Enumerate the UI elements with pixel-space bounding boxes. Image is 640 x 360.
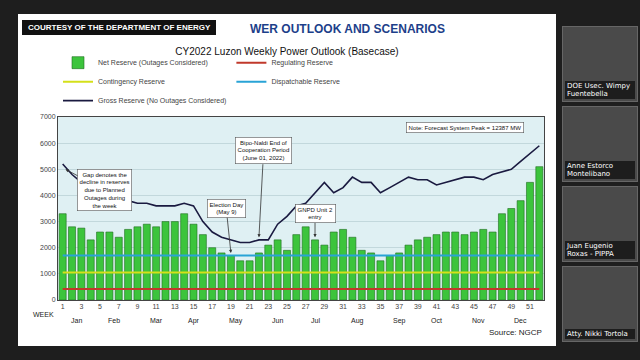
html-text:COURTESY OF THE DEPARTMENT OF: COURTESY OF THE DEPARTMENT OF ENERGY [28,23,211,32]
svg-text:23: 23 [264,303,272,310]
svg-text:Aug: Aug [351,317,364,325]
html-text:DOE Usec. Wimpy Fuentebella: DOE Usec. Wimpy Fuentebella [567,82,630,98]
svg-text:5: 5 [98,303,102,310]
svg-text:Net Reserve (Outages Considere: Net Reserve (Outages Considered) [98,59,208,67]
svg-text:7: 7 [117,303,121,310]
svg-text:15: 15 [190,303,198,310]
svg-text:Contingency Reserve: Contingency Reserve [98,78,165,86]
svg-text:GNPD Unit 2entry: GNPD Unit 2entry [298,207,333,221]
svg-text:6000: 6000 [40,140,56,147]
svg-text:Dec: Dec [514,317,527,324]
svg-text:Sep: Sep [393,317,406,325]
svg-text:4000: 4000 [40,192,56,199]
svg-text:11: 11 [152,303,159,310]
svg-text:5000: 5000 [40,166,56,173]
svg-text:Regulating Reserve: Regulating Reserve [271,59,333,67]
svg-text:45: 45 [470,303,478,310]
svg-text:Jun: Jun [272,317,283,324]
svg-text:9: 9 [135,303,139,310]
html-text:WER OUTLOOK AND SCENARIOS: WER OUTLOOK AND SCENARIOS [250,22,445,36]
svg-text:13: 13 [171,303,179,310]
svg-text:1000: 1000 [40,270,56,277]
svg-text:21: 21 [246,303,254,310]
svg-text:17: 17 [208,303,216,310]
svg-text:Note: Forecast System Peak = 1: Note: Forecast System Peak = 12387 MW [409,125,522,131]
svg-text:Apr: Apr [188,317,200,325]
svg-text:3: 3 [79,303,83,310]
svg-text:Oct: Oct [431,317,442,324]
svg-text:Feb: Feb [108,317,120,324]
svg-text:Jul: Jul [311,317,320,324]
svg-text:27: 27 [302,303,310,310]
svg-text:3000: 3000 [40,218,56,225]
svg-text:CY2022 Luzon Weekly Power Outl: CY2022 Luzon Weekly Power Outlook (Basec… [175,46,398,57]
svg-text:51: 51 [526,303,534,310]
svg-text:25: 25 [283,303,291,310]
svg-text:Bipo-Naldi End ofCooperation P: Bipo-Naldi End ofCooperation Period(June… [238,140,290,162]
svg-text:29: 29 [320,303,328,310]
svg-text:41: 41 [433,303,441,310]
svg-text:Jan: Jan [71,317,82,324]
svg-text:Mar: Mar [150,317,163,324]
svg-text:31: 31 [339,303,347,310]
svg-text:May: May [229,317,243,325]
svg-text:Gap denotes thedecline in rese: Gap denotes thedecline in reservesdue to… [80,172,130,209]
svg-text:35: 35 [377,303,385,310]
html-text:Anne Estorco Montelibano: Anne Estorco Montelibano [567,162,614,178]
svg-text:37: 37 [395,303,403,310]
svg-text:47: 47 [489,303,497,310]
html-text:Atty. Nikki Tortola: Atty. Nikki Tortola [567,330,628,338]
svg-text:WEEK: WEEK [33,311,54,318]
svg-text:39: 39 [414,303,422,310]
svg-text:7000: 7000 [40,113,56,120]
html-text:Juan Eugenio Roxas - PIPPA: Juan Eugenio Roxas - PIPPA [567,242,614,258]
svg-text:Nov: Nov [472,317,485,324]
svg-text:Election Day(May 9): Election Day(May 9) [210,202,244,216]
svg-text:43: 43 [451,303,459,310]
svg-text:33: 33 [358,303,366,310]
svg-text:Dispatchable Reserve: Dispatchable Reserve [271,78,340,86]
svg-text:19: 19 [227,303,235,310]
svg-text:2000: 2000 [40,244,56,251]
svg-text:0: 0 [52,296,56,303]
svg-text:Source: NGCP: Source: NGCP [489,328,542,337]
svg-text:1: 1 [61,303,65,310]
svg-text:Gross Reserve (No Outages Cons: Gross Reserve (No Outages Considered) [98,97,226,105]
svg-text:49: 49 [507,303,515,310]
